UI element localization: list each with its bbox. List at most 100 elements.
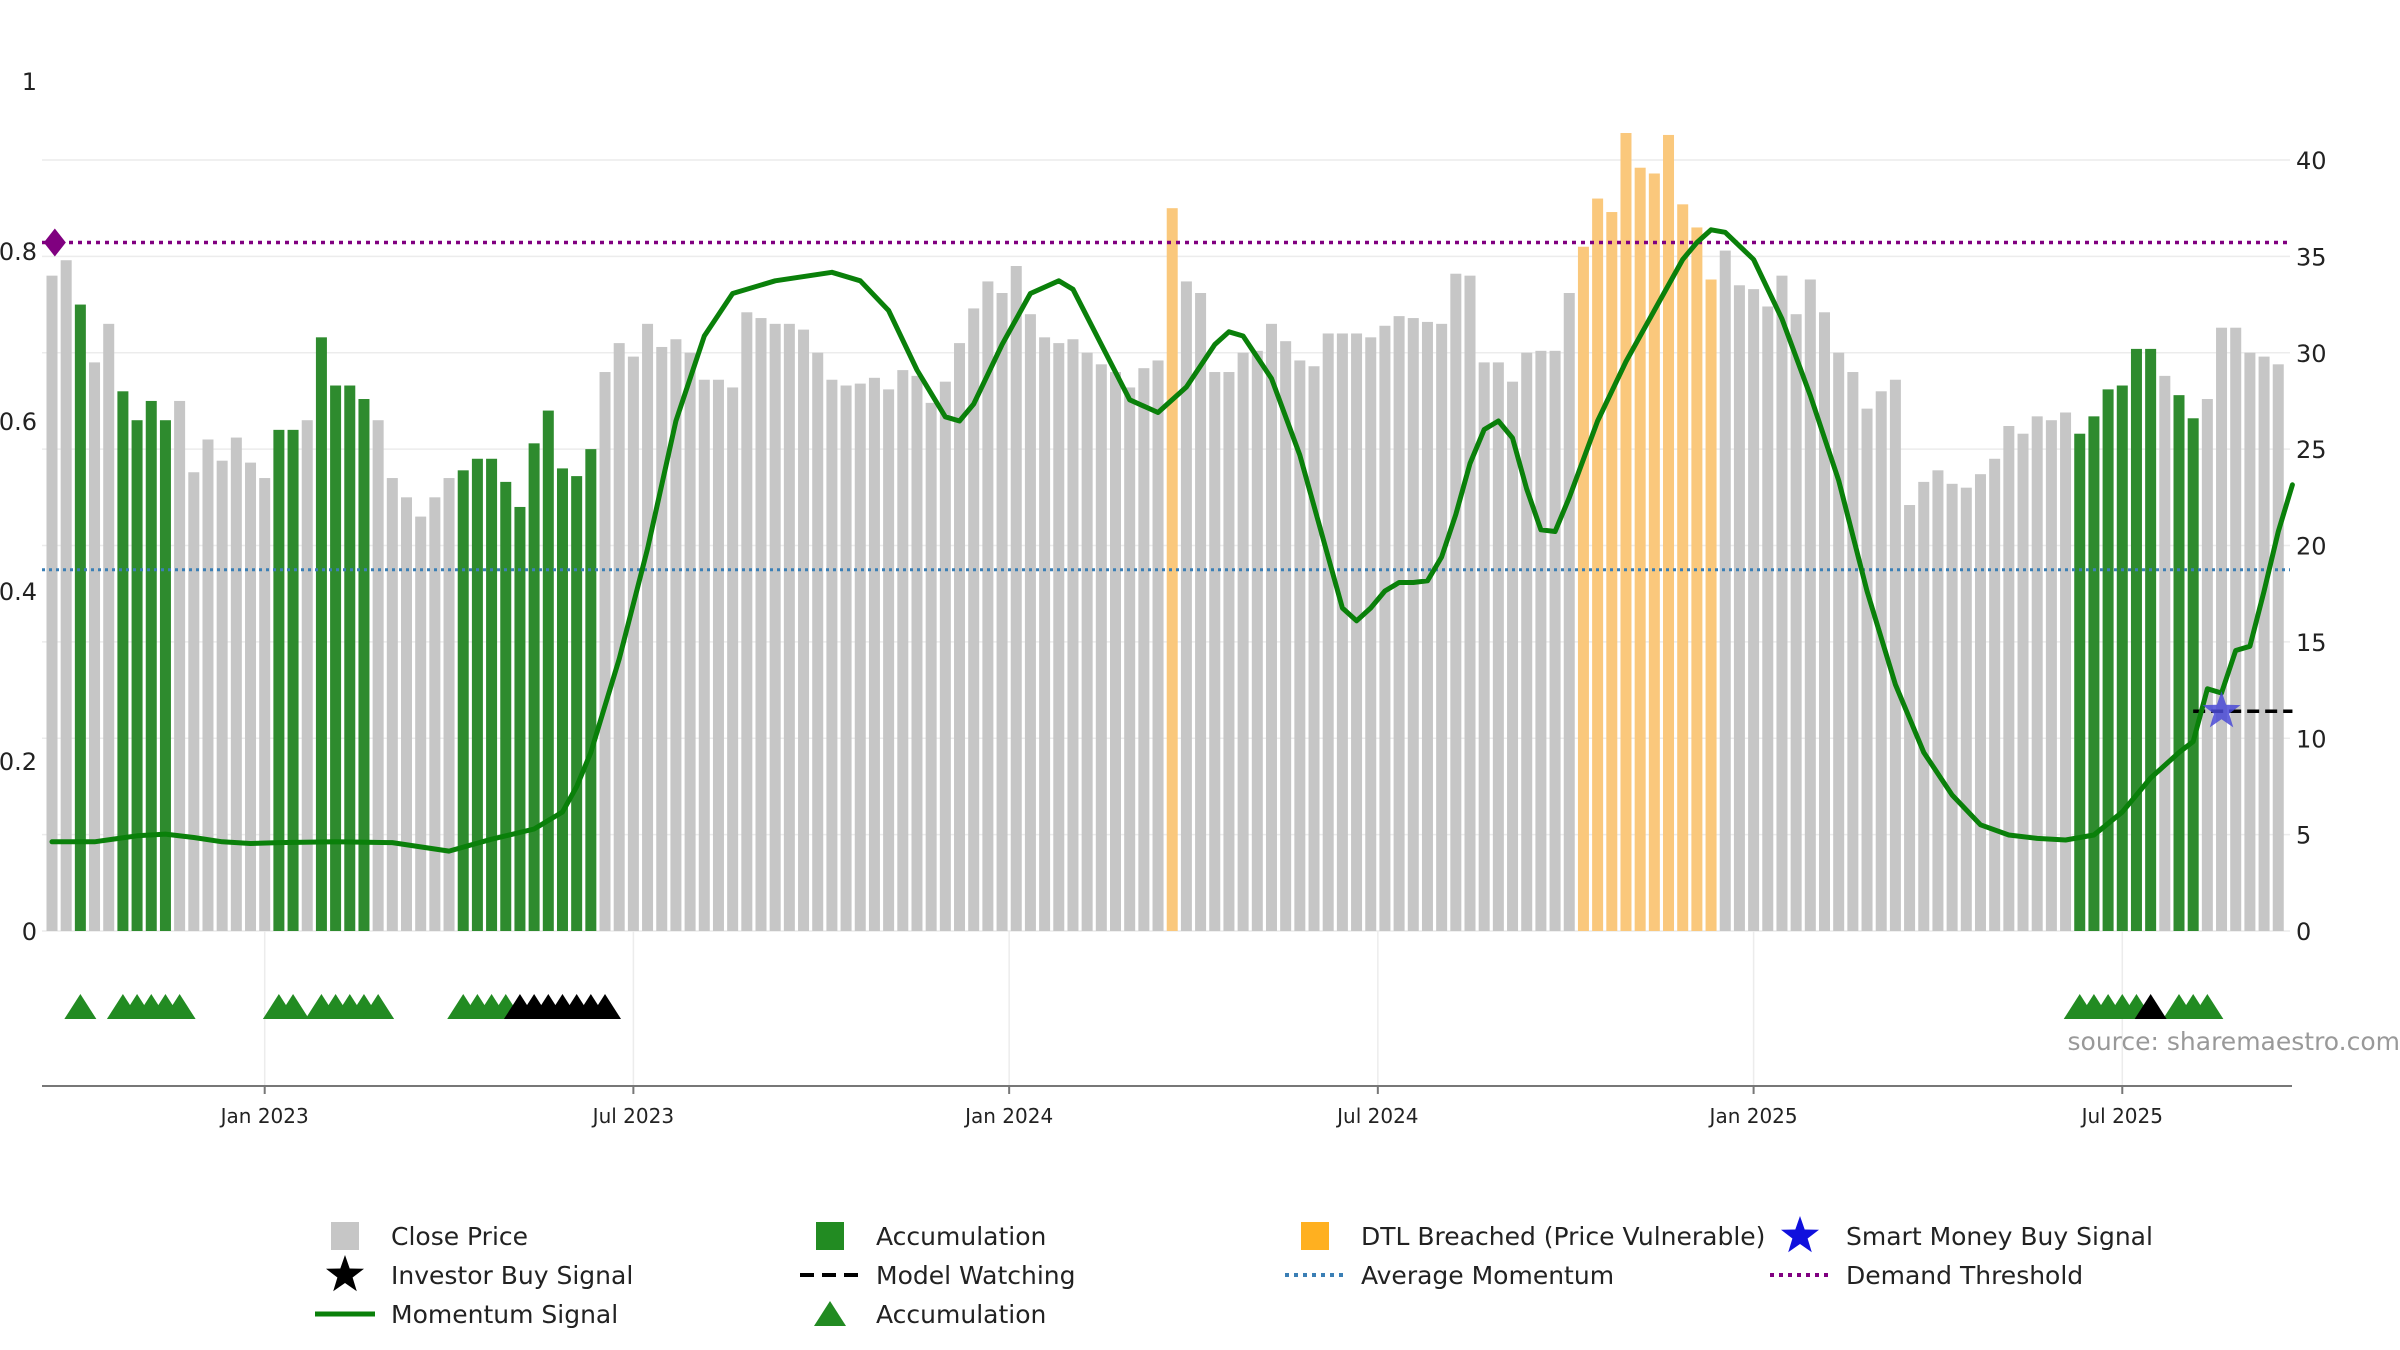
accumulation-bar: [571, 476, 583, 931]
accumulation-bar: [556, 468, 568, 931]
close-price-bar: [656, 346, 668, 931]
dtl-breached-bar: [1620, 133, 1632, 931]
close-price-bar: [1507, 381, 1519, 932]
dtl-breached-bar: [1634, 167, 1646, 931]
legend-star: [326, 1255, 364, 1292]
markers: [43, 228, 2241, 728]
close-price-bar: [1733, 285, 1745, 932]
close-price-bar: [372, 420, 384, 931]
close-price-bar: [1535, 350, 1547, 931]
close-price-bar: [1819, 312, 1830, 932]
legend-label: Accumulation: [876, 1300, 1046, 1329]
right-axis-tick-label: 5: [2296, 822, 2311, 850]
accumulation-bar: [344, 385, 356, 932]
close-price-bar: [2216, 327, 2228, 931]
close-price-bar: [698, 379, 710, 931]
accumulation-bar: [74, 304, 86, 931]
close-price-bar: [103, 323, 115, 931]
x-tick-label: Jul 2025: [2080, 1104, 2163, 1128]
close-price-bar: [996, 292, 1008, 931]
left-axis-tick-label: 0.2: [0, 748, 37, 776]
accumulation-bar: [273, 429, 285, 931]
close-price-bar: [911, 375, 923, 931]
accumulation-triangle: [277, 994, 310, 1019]
close-price-bar: [202, 439, 214, 931]
accumulation-bar: [2102, 389, 2114, 931]
close-price-bar: [712, 379, 724, 931]
accumulation-bar: [2074, 433, 2086, 931]
accumulation-bar: [457, 470, 469, 931]
momentum-signal: [49, 227, 2295, 854]
close-price-bar: [1762, 306, 1774, 931]
accumulation-bar: [514, 506, 526, 931]
left-axis-tick-label: 0.4: [0, 578, 37, 606]
close-price-bar: [769, 323, 781, 931]
close-price-bar: [727, 387, 739, 931]
close-price-bar: [188, 472, 200, 931]
close-price-bar: [1521, 352, 1533, 931]
close-price-bar: [1237, 352, 1249, 931]
investor-buy-triangle: [589, 994, 622, 1019]
close-price-bar: [599, 372, 611, 931]
close-price-bar: [741, 312, 753, 932]
close-price-bar: [1280, 341, 1292, 931]
accumulation-bar: [330, 385, 342, 932]
close-price-bar: [1138, 368, 1150, 931]
x-tick-label: Jan 2024: [963, 1104, 1053, 1128]
legend: Close Price Accumulation DTL Breached (Pri…: [315, 1216, 2153, 1329]
right-axis-tick-label: 0: [2296, 918, 2311, 946]
close-price-bar: [259, 478, 271, 931]
close-price-bar: [230, 437, 242, 931]
close-price-bar: [1195, 292, 1207, 931]
close-price-bar: [1010, 266, 1022, 931]
source-credit: source: sharemaestro.com: [2068, 1027, 2400, 1056]
close-price-bar: [1492, 362, 1504, 931]
close-price-bar: [1989, 458, 2001, 931]
right-axis-tick-label: 40: [2296, 147, 2327, 175]
left-axis-tick-label: 0.6: [0, 408, 37, 436]
close-price-bar: [1719, 250, 1731, 931]
close-price-bar: [868, 377, 880, 931]
close-price-bar: [2031, 416, 2043, 931]
close-price-bar: [401, 497, 412, 931]
legend-label: Accumulation: [876, 1222, 1046, 1251]
close-price-bar: [939, 381, 951, 932]
accumulation-bar: [585, 449, 597, 931]
close-price-bar: [174, 400, 186, 931]
close-price-bar: [415, 516, 427, 931]
legend-label: Model Watching: [876, 1261, 1076, 1290]
close-price-bar: [1365, 337, 1377, 932]
legend-label: Investor Buy Signal: [391, 1261, 633, 1290]
close-price-bar: [1251, 350, 1263, 931]
reference-lines: [42, 240, 2293, 714]
dtl-breached-bar: [1677, 204, 1689, 931]
close-price-bar: [2159, 375, 2171, 931]
close-price-bar: [1549, 350, 1561, 931]
close-price-bar: [968, 308, 980, 932]
accumulation-bar: [2116, 385, 2128, 932]
accumulation-bar: [358, 399, 370, 931]
close-price-bar: [46, 275, 58, 931]
close-price-bar: [301, 420, 313, 931]
close-price-bar: [1407, 318, 1419, 931]
close-price-bar: [1379, 325, 1391, 931]
dtl-breached-bar: [1166, 208, 1178, 931]
close-price-bar: [755, 318, 767, 931]
x-tick-label: Jan 2023: [219, 1104, 309, 1128]
close-price-bar: [2060, 412, 2072, 931]
accumulation-bar: [287, 429, 299, 931]
accumulation-bar: [315, 337, 327, 932]
left-axis-tick-label: 0.8: [0, 238, 37, 266]
legend-label: Average Momentum: [1361, 1261, 1614, 1290]
close-price-bar: [1081, 352, 1093, 931]
x-tick-label: Jul 2023: [591, 1104, 674, 1128]
close-price-bar: [1946, 483, 1958, 931]
close-price-bar: [1974, 474, 1986, 931]
accumulation-bar: [117, 391, 129, 931]
close-price-bar: [840, 385, 852, 932]
close-price-bar: [1748, 289, 1760, 932]
accumulation-bar: [2173, 395, 2185, 931]
accumulation-bar: [2130, 348, 2142, 931]
accumulation-bar: [471, 458, 483, 931]
